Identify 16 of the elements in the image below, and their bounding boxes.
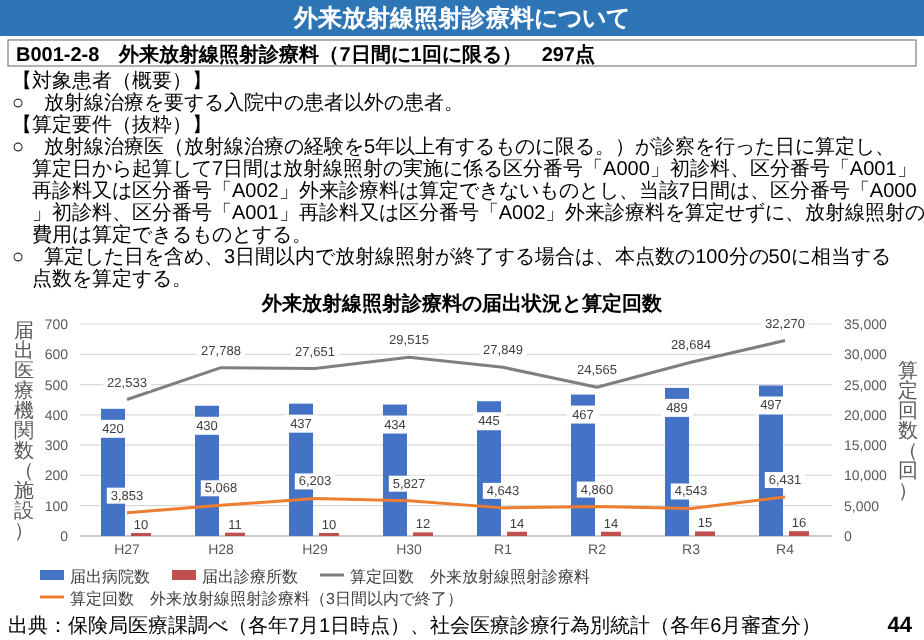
legend-label: 届出診療所数	[202, 568, 298, 586]
text: ○ 放射線治療医（放射線治療の経験を5年以上有するものに限る。）が診察を行った日に算定し、算定日から起算して7日間は放射線照射の実施に係る区分番号「A000」初診料、区分番号「A001」再診料又は区分番号「A002」外来診療料は算定できないものとし、当該7日間は、区分番号「A000」初診料、区分番号「A001」再診料又は区分番号「A002」外来診療料を算定せずに、放射線照射の費用は算定できるものとする。	[12, 135, 924, 247]
legend-label: 届出病院数	[70, 568, 150, 586]
legend-label: 算定回数 外来放射線照射診療料	[350, 568, 590, 586]
text: 44	[887, 614, 914, 638]
text: 届出医療機関数（施設）	[14, 321, 34, 543]
chart-title: 外来放射線照射診療料について	[292, 4, 630, 32]
text: 【対象患者（概要）】	[12, 69, 212, 93]
text: 【算定要件（抜粋）】	[12, 113, 212, 137]
legend-label: 算定回数 外来放射線照射診療料（3日間以内で終了）	[70, 590, 463, 608]
text: ○ 放射線治療を要する入院中の患者以外の患者。	[12, 91, 465, 115]
text: ○ 算定した日を含め、3日間以内で放射線照射が終了する場合は、本点数の100分の50に相当する点数を算定する。	[12, 245, 891, 291]
source-note: 出典：保険局医療課調べ（各年7月1日時点）、社会医療診療行為別統計（各年6月審査分）	[8, 614, 822, 638]
text: B001-2-8 外来放射線照射診療料（7日間に1回に限る） 297点	[16, 43, 595, 67]
y2-axis-title: 算定回数（回）	[898, 359, 918, 503]
chart-subtitle: 外来放射線照射診療料の届出状況と算定回数	[260, 292, 664, 316]
